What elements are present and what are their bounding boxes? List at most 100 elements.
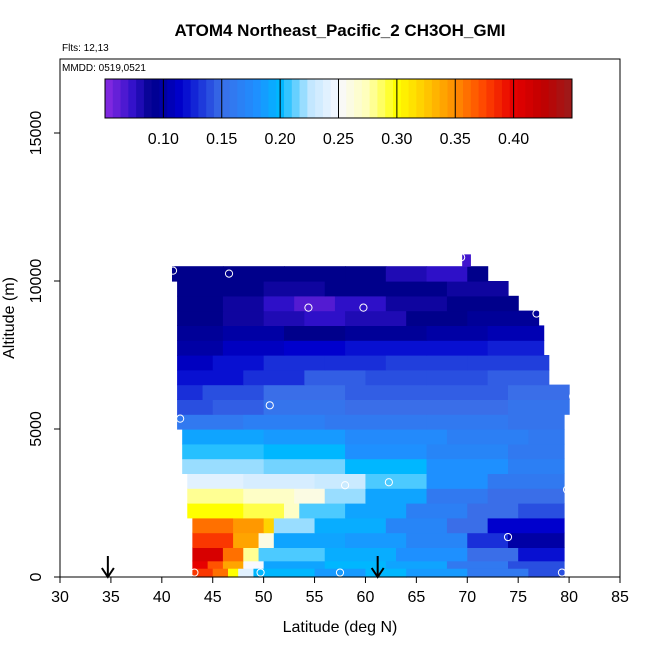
- heatmap-cell: [345, 325, 428, 341]
- heatmap-cell: [263, 281, 326, 297]
- heatmap-cell: [467, 503, 519, 519]
- heatmap-cell: [273, 532, 346, 548]
- heatmap-cell: [467, 310, 540, 326]
- heatmap-cell: [467, 532, 509, 548]
- heatmap-cell: [182, 458, 265, 474]
- x-tick-label: 60: [357, 589, 375, 606]
- heatmap-cell: [324, 488, 367, 504]
- heatmap-cell: [345, 458, 428, 474]
- heatmap-cell: [212, 568, 229, 578]
- colorbar-swatch: [307, 79, 316, 118]
- colorbar-swatch: [206, 79, 215, 118]
- heatmap-cell: [192, 517, 234, 534]
- heatmap-cell: [446, 517, 489, 534]
- heatmap-cell: [324, 281, 387, 297]
- heatmap-cell: [212, 355, 265, 371]
- colorbar-swatch: [540, 79, 550, 118]
- colorbar-swatch: [322, 79, 332, 118]
- heatmap-cell: [284, 325, 346, 341]
- heatmap-cell: [202, 384, 265, 400]
- heatmap-cell: [222, 295, 265, 312]
- heatmap-cell: [345, 503, 407, 519]
- heatmap-cell: [385, 517, 448, 534]
- sample-point: [340, 481, 350, 490]
- colorbar-swatch: [408, 79, 417, 118]
- x-tick-label: 30: [51, 589, 69, 606]
- sample-point: [335, 568, 345, 577]
- y-tick-label: 5000: [28, 411, 45, 447]
- sample-point: [168, 266, 178, 275]
- heatmap-cell: [263, 310, 305, 326]
- colorbar-swatch: [463, 79, 472, 118]
- heatmap-cell: [177, 325, 224, 341]
- heatmap-cell: [528, 429, 565, 445]
- heatmap-cell: [187, 488, 244, 504]
- heatmap-cell: [385, 281, 448, 297]
- heatmap-cell: [222, 325, 285, 341]
- heatmap-cell: [446, 295, 519, 312]
- sample-point: [503, 532, 513, 542]
- heatmap-cell: [177, 295, 224, 312]
- heatmap-cell: [365, 369, 428, 386]
- heatmap-cell: [294, 295, 336, 312]
- heatmap-cell: [284, 340, 346, 356]
- heatmap-cell: [406, 568, 468, 578]
- flight-arrows: [101, 556, 385, 579]
- colorbar-ticks: 0.10 0.15 0.20 0.25 0.30 0.35 0.40: [148, 79, 529, 148]
- heatmap-cell: [508, 458, 565, 474]
- x-tick-label: 75: [509, 589, 527, 606]
- colorbar-swatch: [564, 79, 573, 118]
- heatmap-cell: [263, 429, 346, 445]
- heatmap-cell: [187, 503, 244, 519]
- heatmap-cell: [345, 384, 428, 400]
- heatmap-cell: [243, 560, 265, 569]
- y-axis: 0 5000 10000 15000: [28, 111, 60, 581]
- heatmap-cell: [202, 369, 244, 386]
- heatmap-cell: [467, 547, 519, 562]
- x-axis: 30 35 40 45 50 55 60 65 70 75 80 85: [51, 577, 629, 606]
- heatmap-cell: [518, 547, 565, 562]
- heatmap-cell: [334, 295, 387, 312]
- heatmap-cell: [487, 340, 545, 356]
- colorbar-swatch: [112, 79, 122, 118]
- colorbar-swatch: [198, 79, 207, 118]
- colorbar-swatch: [556, 79, 565, 118]
- y-axis-label: Altitude (m): [1, 277, 18, 359]
- sample-point: [557, 568, 567, 577]
- sample-point: [224, 269, 234, 278]
- heatmap-cell: [187, 473, 244, 489]
- heatmap-cell: [467, 568, 529, 578]
- heatmap-cell: [263, 443, 346, 460]
- heatmap-cell: [243, 369, 305, 386]
- heatmap-cell: [487, 369, 550, 386]
- chart-title: ATOM4 Northeast_Pacific_2 CH3OH_GMI: [175, 21, 506, 40]
- colorbar-swatch: [377, 79, 386, 118]
- heatmap-cell: [446, 429, 529, 445]
- heatmap-cell: [228, 568, 239, 578]
- heatmap-field: [172, 254, 570, 578]
- heatmap-cell: [518, 503, 565, 519]
- x-tick-label: 40: [153, 589, 171, 606]
- sample-point: [532, 309, 541, 318]
- heatmap-cell: [304, 310, 346, 326]
- heatmap-cell: [263, 355, 326, 371]
- heatmap-cell: [263, 517, 275, 534]
- heatmap-cell: [426, 384, 509, 400]
- heatmap-cell: [528, 568, 565, 578]
- colorbar-swatch: [338, 79, 347, 118]
- heatmap-cell: [345, 429, 448, 445]
- colorbar-swatch: [245, 79, 254, 118]
- heatmap-cell: [508, 414, 565, 430]
- heatmap-cell: [426, 340, 489, 356]
- colorbar-swatch: [330, 79, 339, 118]
- heatmap-cell: [426, 443, 509, 460]
- heatmap-cell: [258, 532, 275, 548]
- heatmap-cell: [365, 473, 428, 489]
- heatmap-cell: [467, 266, 489, 282]
- heatmap-cell: [258, 547, 326, 562]
- heatmap-cell: [172, 266, 224, 282]
- colorbar-swatch: [105, 79, 114, 118]
- heatmap-cell: [263, 384, 346, 400]
- heatmap-cell: [426, 414, 509, 430]
- colorbar-swatch: [501, 79, 511, 118]
